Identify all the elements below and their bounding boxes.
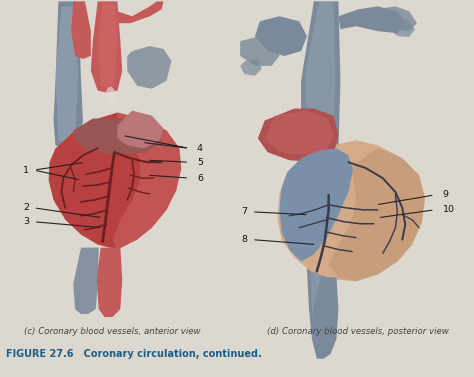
Polygon shape bbox=[54, 2, 83, 148]
Polygon shape bbox=[305, 2, 336, 349]
Text: 8: 8 bbox=[241, 235, 247, 244]
Polygon shape bbox=[258, 109, 338, 162]
Polygon shape bbox=[112, 113, 181, 250]
Polygon shape bbox=[338, 6, 405, 33]
Polygon shape bbox=[301, 2, 340, 359]
Polygon shape bbox=[118, 2, 164, 23]
Polygon shape bbox=[376, 6, 417, 31]
Polygon shape bbox=[73, 248, 99, 314]
Text: 3: 3 bbox=[23, 217, 29, 226]
Ellipse shape bbox=[106, 87, 115, 105]
Polygon shape bbox=[313, 277, 338, 359]
Polygon shape bbox=[265, 110, 334, 155]
Polygon shape bbox=[390, 19, 415, 37]
Polygon shape bbox=[73, 118, 162, 155]
Text: 7: 7 bbox=[241, 207, 247, 216]
Polygon shape bbox=[127, 46, 172, 89]
Text: 6: 6 bbox=[197, 173, 203, 182]
Text: 2: 2 bbox=[23, 203, 29, 212]
Text: FIGURE 27.6   Coronary circulation, continued.: FIGURE 27.6 Coronary circulation, contin… bbox=[6, 349, 262, 359]
Polygon shape bbox=[118, 110, 164, 148]
Polygon shape bbox=[255, 16, 307, 56]
Text: 1: 1 bbox=[23, 166, 29, 175]
Text: (c) Coronary blood vessels, anterior view: (c) Coronary blood vessels, anterior vie… bbox=[24, 327, 201, 336]
Text: (d) Coronary blood vessels, posterior view: (d) Coronary blood vessels, posterior vi… bbox=[267, 327, 449, 336]
Polygon shape bbox=[328, 148, 425, 281]
Polygon shape bbox=[49, 113, 181, 250]
Polygon shape bbox=[97, 248, 122, 317]
Polygon shape bbox=[240, 36, 280, 66]
Polygon shape bbox=[71, 2, 91, 59]
Polygon shape bbox=[240, 59, 262, 76]
Text: 9: 9 bbox=[443, 190, 448, 199]
Polygon shape bbox=[280, 148, 353, 262]
Polygon shape bbox=[55, 6, 78, 143]
Polygon shape bbox=[91, 2, 122, 93]
Text: 10: 10 bbox=[443, 205, 455, 215]
Text: 5: 5 bbox=[197, 158, 203, 167]
Text: 4: 4 bbox=[197, 144, 203, 153]
Polygon shape bbox=[98, 3, 118, 89]
Polygon shape bbox=[277, 140, 425, 281]
